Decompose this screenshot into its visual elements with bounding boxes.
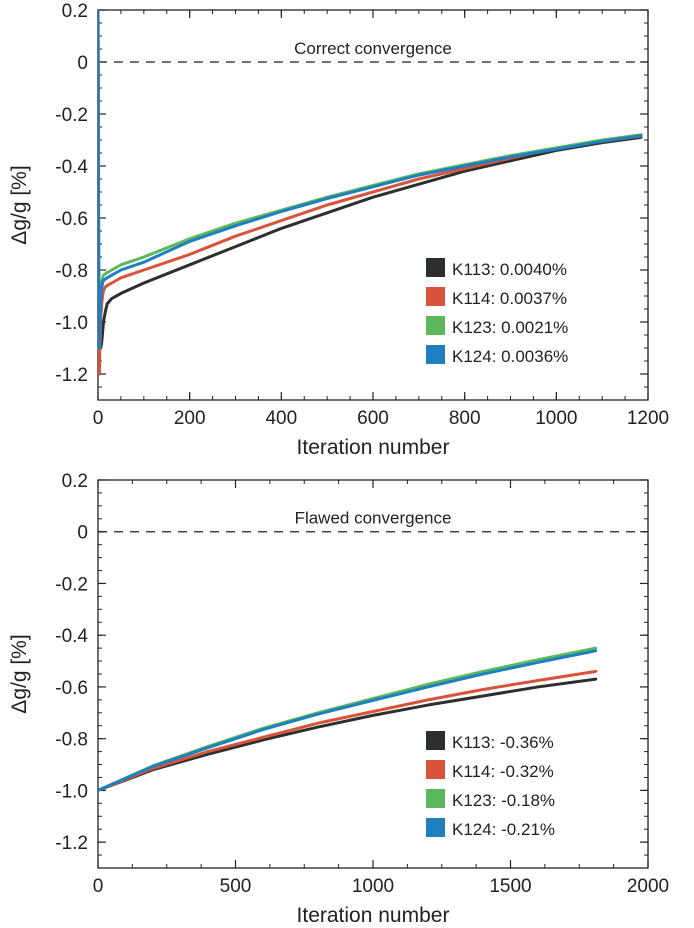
y-tick-label: -1.0 bbox=[55, 313, 88, 334]
y-tick-label: 0.2 bbox=[62, 471, 88, 492]
series-group bbox=[98, 646, 598, 792]
y-tick-label: -0.4 bbox=[55, 157, 88, 178]
series-line-4 bbox=[98, 10, 643, 350]
y-tick-label: -1.0 bbox=[55, 781, 88, 802]
legend: K113: -0.36% K114: -0.32% K123: -0.18% K124… bbox=[426, 731, 555, 839]
y-tick-label: -0.2 bbox=[55, 574, 88, 595]
y-tick-label: -0.8 bbox=[55, 730, 88, 751]
legend-label: K114: -0.32% bbox=[452, 762, 554, 781]
convergence-annotation: Correct convergence bbox=[294, 39, 452, 58]
series-line-4 bbox=[98, 649, 598, 792]
y-tick-label: -0.2 bbox=[55, 105, 88, 126]
legend-swatch bbox=[426, 258, 445, 277]
legend-swatch bbox=[426, 818, 445, 837]
plot-frame bbox=[97, 9, 649, 401]
y-tick-label: -0.8 bbox=[55, 261, 88, 282]
legend-label: K113: -0.36% bbox=[452, 733, 554, 752]
chart-panel-2: 0 500 1000 1500 2000 0.2 0 -0.2 -0.4 -0.6 -0.8 -1.0… bbox=[8, 471, 669, 927]
x-tick-label: 0 bbox=[93, 876, 104, 897]
series-line-1 bbox=[98, 677, 598, 792]
legend-label: K124: -0.21% bbox=[452, 820, 555, 839]
y-tick-label: 0 bbox=[77, 53, 88, 74]
legend-swatch bbox=[426, 316, 445, 335]
legend-label: K113: 0.0040% bbox=[452, 260, 567, 279]
legend-label: K124: 0.0036% bbox=[452, 347, 568, 366]
y-axis-label: Δg/g [%] bbox=[8, 165, 31, 244]
y-tick-label: -0.6 bbox=[55, 209, 88, 230]
series-line-2 bbox=[98, 669, 598, 792]
series-group bbox=[98, 10, 643, 376]
legend-swatch bbox=[426, 760, 445, 779]
x-axis-label: Iteration number bbox=[297, 436, 450, 459]
x-tick-label: 0 bbox=[93, 408, 104, 429]
legend: K113: 0.0040% K114: 0.0037% K123: 0.0021% K… bbox=[426, 258, 568, 366]
y-tick-label: -0.6 bbox=[55, 678, 88, 699]
x-tick-label: 2000 bbox=[627, 876, 669, 897]
legend-label: K114: 0.0037% bbox=[452, 289, 567, 308]
y-axis-label: Δg/g [%] bbox=[8, 634, 31, 713]
x-tick-label: 1200 bbox=[627, 408, 669, 429]
legend-label: K123: -0.18% bbox=[452, 791, 555, 810]
x-tick-label: 600 bbox=[357, 408, 389, 429]
series-line-3 bbox=[98, 10, 643, 337]
x-tick-label: 800 bbox=[449, 408, 481, 429]
convergence-annotation: Flawed convergence bbox=[295, 509, 452, 528]
legend-swatch bbox=[426, 287, 445, 306]
y-tick-label: -1.2 bbox=[55, 833, 88, 854]
x-tick-label: 200 bbox=[174, 408, 206, 429]
x-tick-label: 1000 bbox=[535, 408, 577, 429]
legend-swatch bbox=[426, 789, 445, 808]
y-tick-label: -1.2 bbox=[55, 365, 88, 386]
x-tick-label: 1500 bbox=[489, 876, 531, 897]
y-tick-label: 0 bbox=[77, 523, 88, 544]
y-tick-label: -0.4 bbox=[55, 626, 88, 647]
x-tick-label: 1000 bbox=[352, 876, 394, 897]
x-tick-label: 500 bbox=[220, 876, 252, 897]
y-tick-label: 0.2 bbox=[62, 1, 88, 22]
chart-panel-1: 0 200 400 600 800 1000 1200 0.2 0 -0.2 -0.4 -0.6 -0.… bbox=[8, 1, 669, 459]
legend-swatch bbox=[426, 731, 445, 750]
x-axis-label: Iteration number bbox=[297, 904, 450, 927]
x-tick-label: 400 bbox=[265, 408, 297, 429]
legend-label: K123: 0.0021% bbox=[452, 318, 568, 337]
legend-swatch bbox=[426, 345, 445, 364]
plot-frame bbox=[97, 479, 649, 869]
